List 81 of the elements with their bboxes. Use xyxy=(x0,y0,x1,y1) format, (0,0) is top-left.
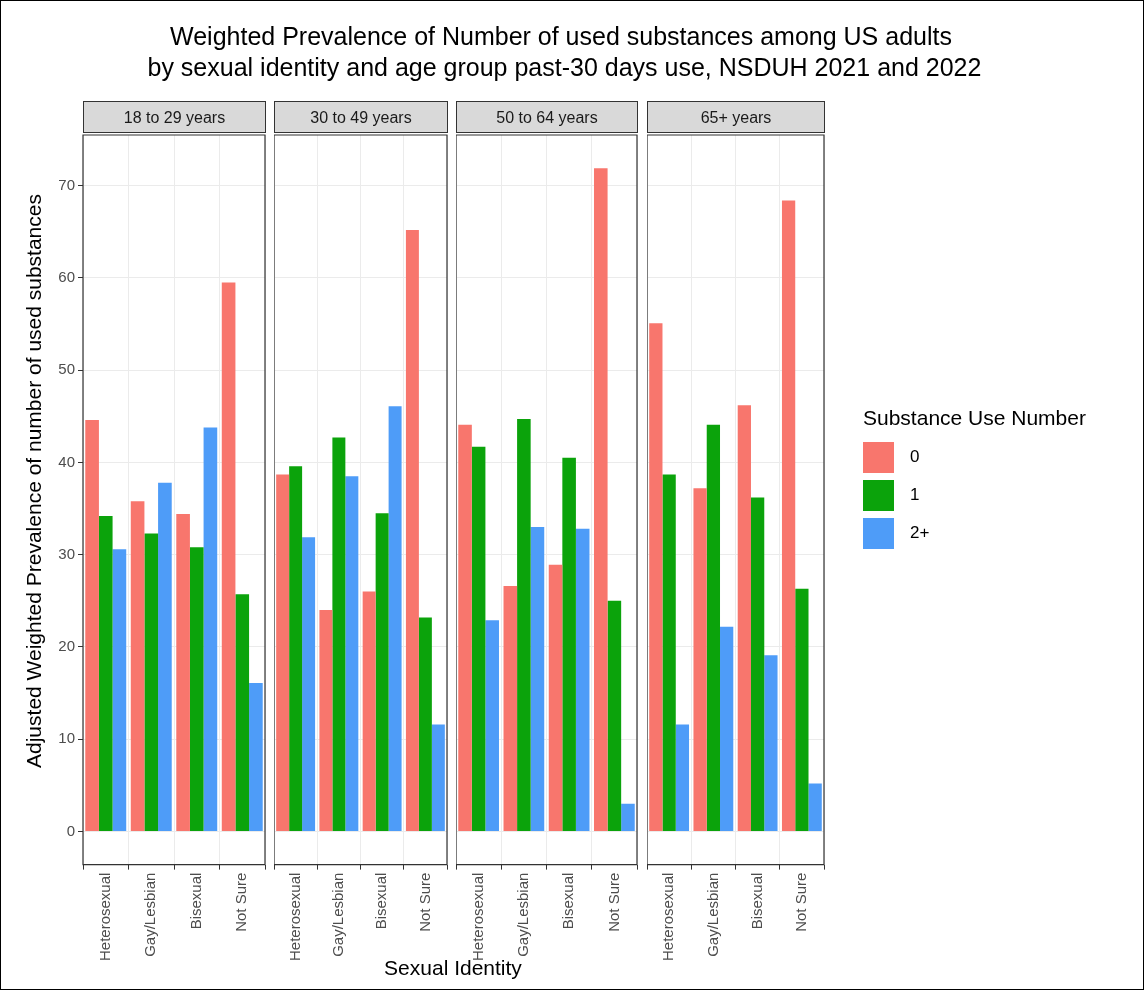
bar xyxy=(530,527,545,831)
bar xyxy=(418,617,432,831)
bar xyxy=(144,533,159,831)
bar xyxy=(781,200,796,831)
bar xyxy=(276,474,290,831)
text: Weighted Prevalence of Number of used substances among US adults by sexual identity and age group past-30 days use, NSDUH 2021 and 2022 xyxy=(146,21,983,83)
bar xyxy=(458,424,472,831)
bar xyxy=(795,588,809,831)
legend-title: Substance Use Number xyxy=(863,406,1086,430)
bar xyxy=(345,476,359,831)
bar xyxy=(517,419,531,831)
x-tick-label: Not Sure xyxy=(415,872,433,932)
bar xyxy=(189,547,204,831)
bar xyxy=(808,783,822,831)
bar xyxy=(249,682,263,831)
bar xyxy=(431,724,445,831)
x-tick-label: Bisexual xyxy=(559,872,577,930)
bar xyxy=(737,405,751,831)
x-tick-label: Not Sure xyxy=(792,872,810,932)
bar xyxy=(375,513,389,831)
bar xyxy=(562,457,576,831)
bar xyxy=(289,466,303,831)
x-tick-label: Bisexual xyxy=(186,872,204,930)
bar xyxy=(675,724,690,831)
bar xyxy=(594,168,608,831)
bar xyxy=(471,446,486,831)
x-tick-label: Not Sure xyxy=(232,872,250,932)
bar xyxy=(503,586,518,831)
x-tick-label: Heterosexual xyxy=(285,872,303,962)
bar xyxy=(621,803,635,831)
y-tick-label: 40 xyxy=(58,452,75,470)
x-tick-label: Gay/Lesbian xyxy=(703,872,721,957)
bar xyxy=(575,528,590,831)
y-tick-label: 30 xyxy=(58,544,75,562)
y-tick-label: 50 xyxy=(58,360,75,378)
y-tick-label: 70 xyxy=(58,175,75,193)
chart-subtitle: 65+ years xyxy=(647,101,825,133)
bar xyxy=(362,591,376,831)
y-tick-label: 20 xyxy=(58,637,75,655)
bar xyxy=(130,501,145,831)
bar xyxy=(706,424,721,831)
legend-label: 1 xyxy=(910,485,920,505)
chart-subtitle: 50 to 64 years xyxy=(456,101,638,133)
chart-subtitle: 18 to 29 years xyxy=(83,101,266,133)
bar xyxy=(176,514,190,831)
y-tick-label: 60 xyxy=(58,268,75,286)
bar xyxy=(98,515,113,831)
bar xyxy=(750,497,765,831)
x-tick-label: Gay/Lesbian xyxy=(141,872,159,957)
x-tick-label: Bisexual xyxy=(372,872,390,930)
bar xyxy=(693,488,707,831)
bar xyxy=(764,655,778,831)
bar xyxy=(332,437,346,831)
bar xyxy=(85,420,99,831)
y-tick-label: 0 xyxy=(66,821,75,839)
bar xyxy=(662,474,676,831)
bar xyxy=(302,537,316,831)
legend-label: 0 xyxy=(910,447,920,467)
x-tick-label: Bisexual xyxy=(747,872,765,930)
bar xyxy=(221,282,236,831)
x-tick-label: Gay/Lesbian xyxy=(329,872,347,957)
bar xyxy=(405,230,419,831)
x-tick-label: Heterosexual xyxy=(659,872,677,962)
bar xyxy=(112,549,127,831)
bar xyxy=(319,610,333,831)
bar xyxy=(649,323,663,831)
bar xyxy=(607,600,622,831)
chart-subtitle: 30 to 49 years xyxy=(274,101,448,133)
bar xyxy=(720,626,734,831)
bar xyxy=(388,406,402,831)
bar xyxy=(485,620,499,831)
bar xyxy=(548,564,563,831)
bar xyxy=(158,482,172,831)
x-tick-label: Gay/Lesbian xyxy=(514,872,532,957)
bar xyxy=(235,594,250,831)
y-tick-label: 10 xyxy=(58,729,75,747)
x-tick-label: Heterosexual xyxy=(95,872,113,962)
x-tick-label: Not Sure xyxy=(604,872,622,932)
bar xyxy=(203,427,218,831)
y-axis-title: Adjusted Weighted Prevalence of number of used substances xyxy=(22,194,46,768)
legend-label: 2+ xyxy=(910,523,930,543)
